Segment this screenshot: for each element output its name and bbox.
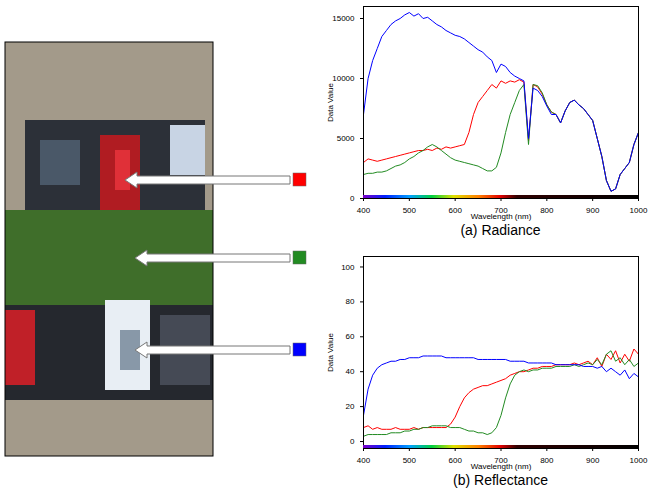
svg-text:5000: 5000 (337, 134, 355, 143)
svg-text:400: 400 (357, 206, 371, 215)
svg-text:800: 800 (540, 206, 554, 215)
svg-text:80: 80 (346, 297, 355, 306)
svg-text:Wavelength (nm): Wavelength (nm) (471, 212, 532, 221)
svg-text:500: 500 (403, 206, 417, 215)
html-text:(b) Reflectance: (b) Reflectance (453, 472, 548, 488)
svg-text:600: 600 (448, 456, 462, 465)
svg-text:800: 800 (540, 456, 554, 465)
svg-text:10000: 10000 (332, 74, 355, 83)
svg-text:1000: 1000 (630, 456, 648, 465)
svg-text:20: 20 (346, 402, 355, 411)
svg-text:15000: 15000 (332, 14, 355, 23)
svg-text:900: 900 (586, 206, 600, 215)
svg-text:400: 400 (357, 456, 371, 465)
svg-text:100: 100 (341, 263, 355, 272)
svg-text:40: 40 (346, 367, 355, 376)
svg-text:0: 0 (350, 437, 355, 446)
svg-text:60: 60 (346, 332, 355, 341)
svg-text:900: 900 (586, 456, 600, 465)
svg-text:Data Value: Data Value (326, 82, 335, 122)
svg-text:1000: 1000 (630, 206, 648, 215)
svg-text:500: 500 (403, 456, 417, 465)
svg-text:0: 0 (350, 194, 355, 203)
svg-text:Wavelength (nm): Wavelength (nm) (471, 462, 532, 471)
html-text:(a) Radiance: (a) Radiance (460, 222, 541, 238)
svg-text:Data Value: Data Value (326, 332, 335, 372)
svg-text:600: 600 (448, 206, 462, 215)
